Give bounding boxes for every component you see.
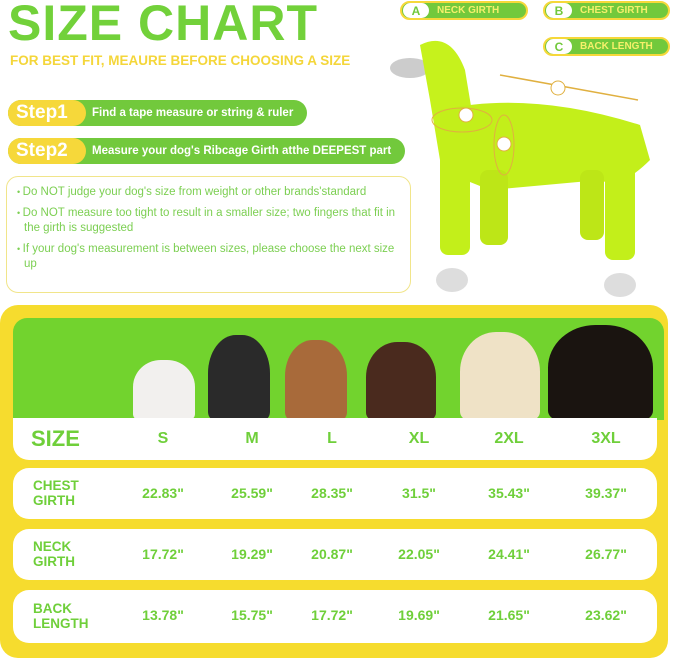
table-cell: 19.29" [231,546,273,562]
table-cell: 22.83" [142,485,184,501]
dog-photo-s [133,360,195,420]
size-4: 2XL [494,430,524,447]
dog-photo-3xl [548,325,653,420]
table-cell: 19.69" [398,607,440,623]
table-row-neck-girth: NECK GIRTH 17.72" 19.29" 20.87" 22.05" 24.41"… [13,529,657,580]
legend-chest-girth: B CHEST GIRTH [543,1,670,20]
dog-raincoat-illustration [390,40,650,297]
table-row-back-length: BACK LENGTH 13.78" 15.75" 17.72" 19.69" 21.65… [13,590,657,643]
table-cell: 39.37" [585,485,627,501]
table-cell: 31.5" [402,485,436,501]
step-text: Find a tape measure or string & ruler [92,107,294,119]
table-cell: 26.77" [585,546,627,562]
size-0: S [157,430,169,447]
table-cell: 13.78" [142,607,184,623]
table-row-chest-girth: CHEST GIRTH 22.83" 25.59" 28.35" 31.5" 35.43"… [13,468,657,519]
note: If your dog's measurement is between siz… [17,242,402,272]
dog-photo-l [285,340,347,420]
table-cell: 15.75" [231,607,273,623]
size-label: SIZE [31,426,80,451]
legend-label: CHEST GIRTH [580,5,648,16]
notes-box: Do NOT judge your dog's size from weight… [6,176,411,293]
size-header-row: SIZE S M L XL 2XL 3XL [13,418,657,460]
legend-neck-girth: A NECK GIRTH [400,1,528,20]
row-label: NECK GIRTH [33,539,75,569]
step-text: Measure your dog's Ribcage Girth atthe D… [92,145,392,157]
size-2: L [327,430,337,447]
table-cell: 17.72" [311,607,353,623]
size-5: 3XL [591,430,621,447]
table-cell: 23.62" [585,607,627,623]
table-cell: 35.43" [488,485,530,501]
legend-label: BACK LENGTH [580,41,653,52]
legend-letter: A [403,3,429,18]
step-tag: Step2 [8,138,86,164]
step-1: Step1 Find a tape measure or string & ru… [8,100,308,126]
legend-label: NECK GIRTH [437,5,500,16]
dog-photo-2xl [460,332,540,420]
table-cell: 22.05" [398,546,440,562]
legend-back-length: C BACK LENGTH [543,37,670,56]
table-cell: 17.72" [142,546,184,562]
step-tag: Step1 [8,100,86,126]
page-title: SIZE CHART [8,0,318,51]
subtitle: FOR BEST FIT, MEAURE BEFORE CHOOSING A S… [10,53,351,68]
step-2: Step2 Measure your dog's Ribcage Girth a… [8,138,406,164]
row-label: BACK LENGTH [33,601,89,631]
dog-breeds-header [13,318,664,420]
size-3: XL [408,430,430,447]
note: Do NOT judge your dog's size from weight… [17,185,402,200]
legend-letter: C [546,39,572,54]
table-cell: 21.65" [488,607,530,623]
size-1: M [245,430,259,447]
legend-letter: B [546,3,572,18]
note: Do NOT measure too tight to result in a … [17,206,402,236]
table-cell: 24.41" [488,546,530,562]
table-cell: 28.35" [311,485,353,501]
dog-photo-m [208,335,270,420]
row-label: CHEST GIRTH [33,478,79,508]
table-cell: 25.59" [231,485,273,501]
dog-photo-xl [366,342,436,420]
table-cell: 20.87" [311,546,353,562]
